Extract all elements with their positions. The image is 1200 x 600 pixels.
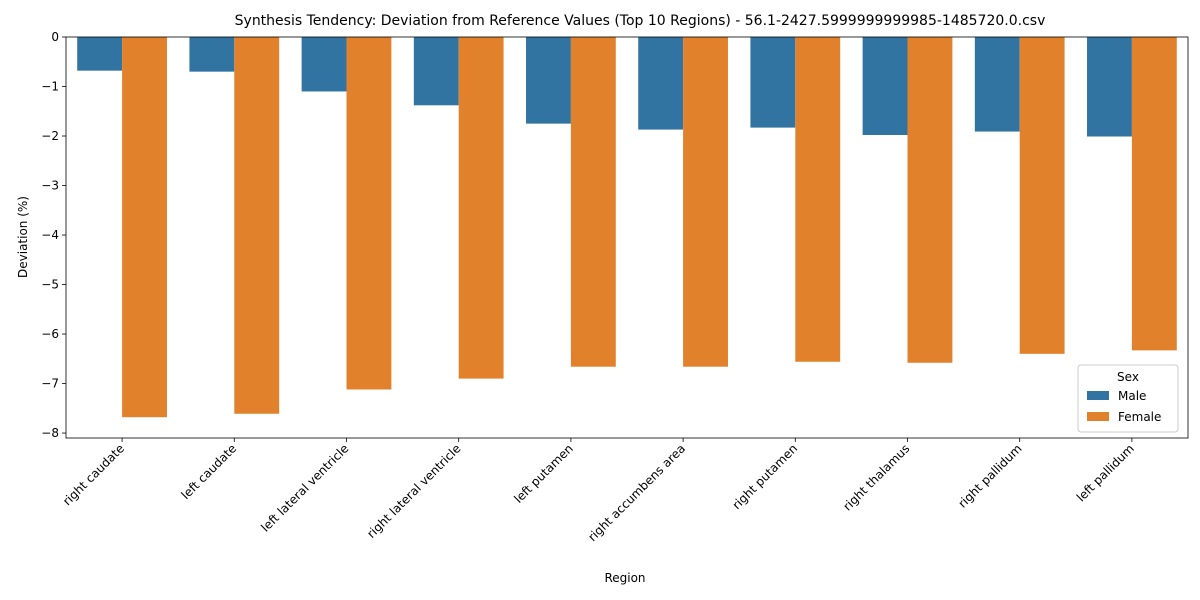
x-tick-label: right thalamus [840,441,912,513]
y-tick-label: −1 [41,80,59,94]
bar-male-9 [1087,37,1132,137]
legend: Sex Male Female [1077,364,1179,433]
x-axis-label: Region [604,571,645,585]
y-tick-label: 0 [51,30,59,44]
y-axis-label: Deviation (%) [16,196,30,278]
y-tick-label: −7 [41,377,59,391]
y-tick-label: −5 [41,278,59,292]
y-tick-label: −8 [41,426,59,440]
x-tick-label: left pallidum [1074,441,1137,504]
y-tick-label: −2 [41,129,59,143]
x-tick-label: right pallidum [955,441,1024,510]
bar-male-6 [750,37,796,128]
bar-male-1 [189,37,235,72]
bar-female-1 [234,37,280,414]
bar-female-9 [1131,37,1177,351]
bar-male-8 [974,37,1020,132]
y-tick-label: −6 [41,327,59,341]
x-tick-label: left lateral ventricle [258,441,351,534]
bar-female-4 [570,37,616,367]
bar-female-8 [1019,37,1065,354]
x-tick-label: left putamen [511,441,576,506]
legend-label-female: Female [1118,410,1161,424]
x-tick-label: right accumbens area [585,441,688,544]
x-tick-label: right lateral ventricle [364,441,463,540]
y-tick-label: −3 [41,179,59,193]
x-tick-label: left caudate [179,441,240,502]
bar-male-2 [301,37,347,92]
bar-female-5 [683,37,728,367]
bar-male-5 [638,37,684,130]
bar-male-0 [77,37,123,71]
bar-female-2 [346,37,392,390]
bar-male-3 [413,37,459,106]
legend-swatch-male [1087,391,1109,400]
x-tick-label: right caudate [60,441,127,508]
legend-label-male: Male [1118,389,1146,403]
bar-male-4 [526,37,571,124]
legend-title: Sex [1117,370,1139,384]
plot-frame [65,36,1189,439]
legend-swatch-female [1087,412,1109,421]
y-tick-label: −4 [41,228,59,242]
bar-female-0 [122,37,167,418]
chart-title: Synthesis Tendency: Deviation from Refer… [235,13,1046,29]
bar-female-6 [795,37,841,362]
bar-male-7 [862,37,908,136]
bar-female-3 [458,37,504,379]
bar-female-7 [907,37,953,363]
x-tick-label: right putamen [730,441,801,512]
bars-group [77,37,1177,418]
